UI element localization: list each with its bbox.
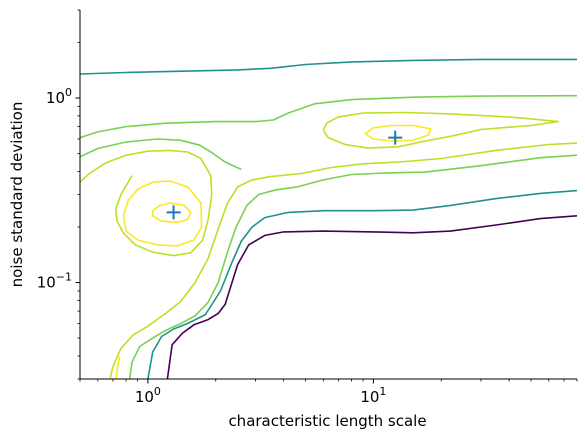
marker-local-max-2 <box>388 130 403 145</box>
marker-local-max-1 <box>166 205 181 220</box>
y-tick-label: 10−1 <box>37 271 72 292</box>
contour-line-3-0 <box>109 142 577 379</box>
markers <box>166 130 403 220</box>
contour-line-4-1 <box>151 202 192 224</box>
y-tick-label: 100 <box>46 86 72 107</box>
contour-line-2-2 <box>80 138 242 171</box>
contour-line-1-1 <box>80 58 577 75</box>
contour-line-2-0 <box>128 154 577 379</box>
contour-line-4-3 <box>364 124 432 142</box>
axis-ticks: 100 101 10−1 100 <box>37 9 578 406</box>
x-tick-label: 100 <box>135 385 161 406</box>
contour-line-4-0 <box>114 355 121 379</box>
contour-line-3-1 <box>80 149 213 257</box>
contour-line-1-0 <box>147 189 577 379</box>
contour-line-3-2 <box>322 111 560 149</box>
x-tick-label: 101 <box>360 385 386 406</box>
x-axis-label: characteristic length scale <box>228 412 426 430</box>
contour-line-4-2 <box>122 180 203 247</box>
contour-line-2-1 <box>80 94 577 139</box>
y-axis-label: noise standard deviation <box>8 102 26 288</box>
contour-line-0-0 <box>166 215 577 379</box>
contour-lines <box>80 58 577 379</box>
